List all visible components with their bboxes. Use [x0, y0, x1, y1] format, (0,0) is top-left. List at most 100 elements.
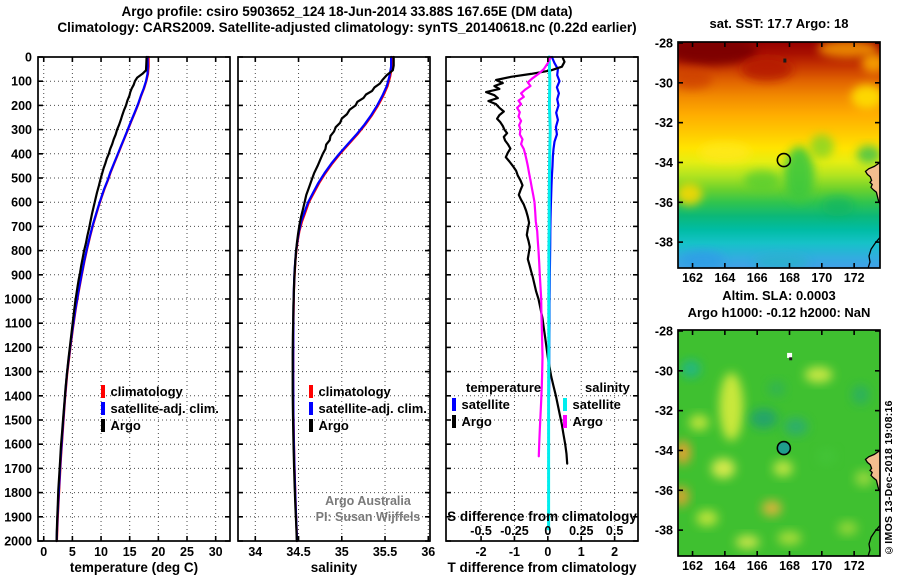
map-field: [678, 42, 880, 268]
argo-swatch: [309, 419, 313, 432]
lat-tick-label: -38: [655, 236, 673, 250]
lat-tick-label: -30: [655, 76, 673, 90]
sla-map-subtitle: Argo h1000: -0.12 h2000: NaN: [687, 305, 871, 320]
map-speck: [787, 352, 793, 358]
legend-row: Argo: [563, 413, 630, 430]
lat-tick-label: -28: [655, 324, 673, 338]
temperature-panel-legend: climatology satellite-adj. clim. Argo: [101, 383, 219, 434]
depth-tick-label: 600: [11, 196, 32, 210]
legend-label: Argo: [110, 418, 141, 433]
legend-label: climatology: [318, 384, 391, 399]
lat-tick-label: -30: [655, 364, 673, 378]
s-tick-label: 0.5: [606, 524, 623, 538]
depth-tick-label: 700: [11, 220, 32, 234]
legend-title: temperature: [466, 380, 542, 395]
depth-tick-label: 1600: [4, 438, 32, 452]
depth-tick-label: 100: [11, 75, 32, 89]
x-tick-label: 15: [123, 545, 137, 559]
x-tick-label: 35.5: [373, 545, 397, 559]
credit-pi: PI: Susan Wijffels: [315, 510, 421, 524]
lon-tick-label: 168: [779, 559, 800, 573]
x-tick-label: 1: [578, 545, 585, 559]
lon-tick-label: 164: [714, 271, 735, 285]
argo-australia-credit: Argo Australia PI: Susan Wijffels: [268, 493, 468, 525]
argo-salinity-swatch: [563, 415, 567, 428]
legend-row: Argo: [309, 417, 427, 434]
legend-row: Argo: [101, 417, 219, 434]
map-speck: [783, 58, 787, 63]
depth-tick-label: 1200: [4, 341, 32, 355]
argo-swatch: [452, 415, 456, 428]
depth-tick-label: 1900: [4, 510, 32, 524]
s-difference-legend: salinity satellite Argo: [563, 379, 630, 430]
legend-row: satellite: [452, 396, 541, 413]
legend-row: Argo: [452, 413, 541, 430]
figure-title: Argo profile: csiro 5903652_124 18-Jun-2…: [121, 4, 573, 19]
x-tick-label: 5: [69, 545, 76, 559]
sla-map-title: Altim. SLA: 0.0003: [722, 288, 836, 303]
lon-tick-label: 172: [844, 271, 865, 285]
figure-subtitle: Climatology: CARS2009. Satellite-adjuste…: [57, 19, 637, 35]
lon-tick-label: 170: [811, 271, 832, 285]
s-tick-label: -0.25: [500, 524, 529, 538]
depth-tick-label: 800: [11, 244, 32, 258]
lon-tick-label: 162: [682, 271, 703, 285]
depth-tick-label: 2000: [4, 535, 32, 549]
satellite-salinity-swatch: [563, 398, 567, 411]
satellite-clim-swatch: [101, 402, 105, 415]
coastline-land: [864, 449, 880, 494]
salinity-profile-panel: 34 34.5 35 35.5 36 salinity: [237, 55, 435, 575]
x-tick-label: 36: [421, 545, 435, 559]
x-axis-label: salinity: [311, 560, 358, 575]
x-tick-label: 0: [40, 545, 47, 559]
lon-tick-label: 170: [811, 559, 832, 573]
x-axis-label: temperature (deg C): [70, 560, 198, 575]
series-t-argo: [484, 57, 569, 465]
lat-tick-label: -38: [655, 524, 673, 538]
lat-tick-label: -34: [655, 156, 673, 170]
x-tick-label: -2: [475, 545, 486, 559]
legend-row: satellite-adj. clim.: [101, 400, 219, 417]
satellite-swatch: [452, 398, 456, 411]
s-tick-label: 0.25: [569, 524, 593, 538]
x-tick-label: 25: [180, 545, 194, 559]
x-tick-label: 34.5: [286, 545, 310, 559]
depth-tick-label: 200: [11, 99, 32, 113]
legend-label: satellite-adj. clim.: [110, 401, 219, 416]
x-tick-label: 10: [94, 545, 108, 559]
legend-label: Argo: [318, 418, 349, 433]
s-tick-label: -0.5: [470, 524, 492, 538]
map-speck: [789, 357, 793, 361]
lon-tick-label: 168: [779, 271, 800, 285]
climatology-swatch: [309, 385, 313, 398]
satellite-clim-swatch: [309, 402, 313, 415]
argo-swatch: [101, 419, 105, 432]
depth-tick-label: 1500: [4, 414, 32, 428]
depth-tick-label: 400: [11, 147, 32, 161]
legend-label: Argo: [572, 414, 603, 429]
legend-label: satellite: [572, 397, 621, 412]
x-tick-label: 0: [544, 545, 551, 559]
x-axis-label: T difference from climatology: [447, 560, 637, 575]
lon-tick-label: 164: [714, 559, 735, 573]
depth-tick-label: 300: [11, 123, 32, 137]
lat-tick-label: -34: [655, 444, 673, 458]
x-tick-label: 35: [335, 545, 349, 559]
credit-org: Argo Australia: [325, 494, 411, 508]
s-tick-label: 0: [544, 524, 551, 538]
sst-map: 162 164 166 168 170 172 -28 -30 -32 -34 -36 -38: [655, 36, 881, 285]
lon-tick-label: 172: [844, 559, 865, 573]
temperature-profile-panel: 0 5 10 15 20 25 300100200300400500600700800900…: [4, 51, 231, 575]
depth-tick-label: 1300: [4, 365, 32, 379]
legend-title: salinity: [585, 380, 630, 395]
imos-watermark: ©IMOS 13-Dec-2018 19:08:16: [883, 400, 895, 556]
float-position-marker: [776, 152, 792, 168]
x-tick-label: 30: [209, 545, 223, 559]
lon-tick-label: 166: [747, 271, 768, 285]
depth-tick-label: 1000: [4, 293, 32, 307]
depth-tick-label: 0: [25, 51, 32, 65]
legend-label: satellite-adj. clim.: [318, 401, 427, 416]
x-tick-label: 20: [151, 545, 165, 559]
legend-row: climatology: [101, 383, 219, 400]
